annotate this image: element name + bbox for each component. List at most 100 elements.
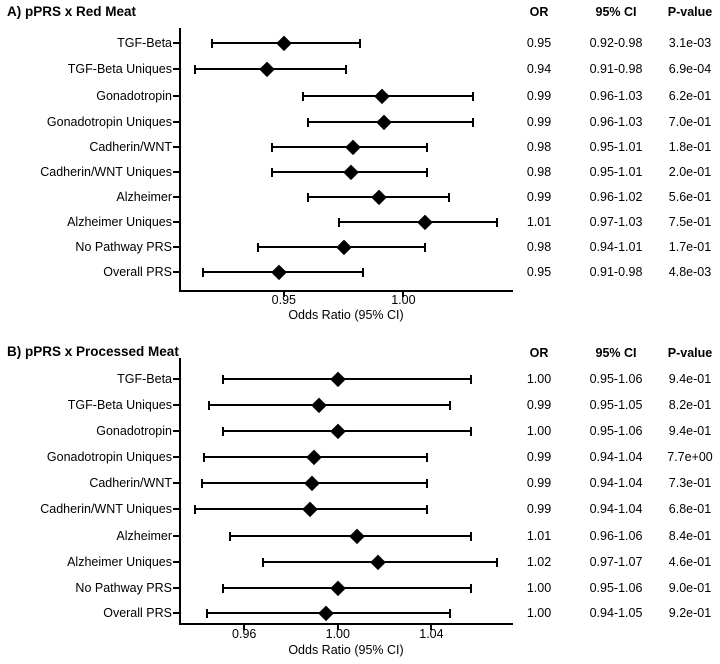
panel-b-col-header-p: P-value: [667, 346, 713, 360]
panel-a-p-value: 6.9e-04: [668, 61, 712, 76]
panel-b-ci-value: 0.96-1.06: [589, 528, 643, 543]
panel-a-p-value: 1.8e-01: [668, 139, 712, 154]
panel-b-ci-cap-low: [261, 557, 264, 567]
panel-b-ci-cap-low: [222, 426, 225, 436]
panel-a-or-marker: [336, 239, 352, 255]
panel-a-row-label: Cadherin/WNT: [89, 139, 172, 154]
panel-b-title: B) pPRS x Processed Meat: [7, 344, 179, 359]
panel-b-or-value: 1.00: [526, 605, 552, 620]
panel-a-ci-cap-high: [471, 117, 474, 127]
panel-a-row-label: Overall PRS: [103, 264, 172, 279]
panel-b-p-value: 9.4e-01: [668, 423, 712, 438]
panel-b-ci-cap-high: [449, 400, 452, 410]
panel-b-ci-whisker: [223, 430, 472, 432]
panel-a-or-marker: [276, 35, 292, 51]
panel-b-or-value: 0.99: [526, 501, 552, 516]
panel-b-p-value: 8.2e-01: [668, 397, 712, 412]
panel-a-x-axis: [179, 290, 513, 292]
panel-a-row-label: No Pathway PRS: [75, 239, 172, 254]
panel-a-x-tick: [282, 292, 285, 297]
panel-b-row-label: Overall PRS: [103, 605, 172, 620]
panel-b-row-tick: [173, 535, 179, 537]
panel-a-ci-value: 0.95-1.01: [589, 139, 643, 154]
panel-b-ci-value: 0.95-1.06: [589, 580, 643, 595]
panel-b-y-axis: [179, 358, 181, 623]
panel-b-ci-value: 0.95-1.06: [589, 371, 643, 386]
panel-a-ci-cap-high: [426, 167, 429, 177]
panel-b-or-marker: [349, 528, 364, 544]
panel-b-or-value: 0.99: [526, 475, 552, 490]
panel-a-or-marker: [345, 139, 361, 155]
panel-a-ci-value: 0.96-1.03: [589, 114, 643, 129]
panel-a-p-value: 3.1e-03: [668, 35, 712, 50]
panel-a-ci-cap-low: [194, 64, 197, 74]
panel-a-ci-cap-low: [201, 267, 204, 277]
panel-a-p-value: 7.5e-01: [668, 214, 712, 229]
panel-b-ci-cap-high: [470, 374, 473, 384]
panel-b-row-label: TGF-Beta: [117, 371, 172, 386]
panel-a-ci-cap-high: [361, 267, 364, 277]
panel-a-ci-value: 0.94-1.01: [589, 239, 643, 254]
panel-b-x-axis: [179, 623, 513, 625]
panel-a-row-label: Gonadotropin Uniques: [46, 114, 172, 129]
panel-a-ci-cap-low: [301, 91, 304, 101]
panel-b-ci-value: 0.95-1.05: [589, 397, 643, 412]
panel-b-x-axis-title: Odds Ratio (95% CI): [288, 643, 404, 657]
panel-a-or-marker: [259, 61, 275, 77]
panel-b-p-value: 9.0e-01: [668, 580, 712, 595]
panel-a-row-tick: [173, 42, 179, 44]
panel-b-or-value: 0.99: [526, 449, 552, 464]
panel-b-or-marker: [330, 371, 346, 387]
panel-a-ci-cap-low: [211, 38, 214, 48]
panel-a-p-value: 4.8e-03: [668, 264, 712, 279]
panel-b-or-value: 1.00: [526, 371, 552, 386]
panel-a-ci-value: 0.96-1.03: [589, 88, 643, 103]
panel-a-row-tick: [173, 246, 179, 248]
panel-b-or-marker: [311, 397, 327, 413]
panel-a-or-marker: [376, 114, 392, 130]
panel-b-row-label: Gonadotropin: [96, 423, 172, 438]
panel-a-row-tick: [173, 121, 179, 123]
panel-b-or-marker: [318, 605, 334, 621]
panel-a-or-value: 0.98: [526, 164, 552, 179]
panel-b-row-label: Cadherin/WNT: [89, 475, 172, 490]
panel-a-row-label: Gonadotropin: [96, 88, 172, 103]
panel-a-or-value: 0.98: [526, 239, 552, 254]
panel-a-p-value: 1.7e-01: [668, 239, 712, 254]
panel-b-or-value: 0.99: [526, 397, 552, 412]
panel-b-row-tick: [173, 456, 179, 458]
panel-b-row-tick: [173, 508, 179, 510]
panel-a-row-label: Cadherin/WNT Uniques: [40, 164, 172, 179]
panel-a-ci-cap-low: [270, 167, 273, 177]
panel-a-ci-value: 0.97-1.03: [589, 214, 643, 229]
panel-a-row-label: TGF-Beta Uniques: [67, 61, 172, 76]
panel-b-x-tick: [243, 625, 246, 630]
panel-b-x-tick-label: 1.00: [325, 627, 350, 641]
panel-b-ci-cap-low: [205, 608, 208, 618]
panel-b-col-header-ci: 95% CI: [595, 346, 637, 360]
panel-b-p-value: 9.4e-01: [668, 371, 712, 386]
panel-a-or-marker: [372, 189, 387, 205]
panel-b-ci-cap-low: [203, 452, 206, 462]
panel-b-ci-cap-high: [495, 557, 498, 567]
panel-a-or-value: 0.99: [526, 88, 552, 103]
panel-b-ci-cap-high: [425, 504, 428, 514]
panel-b-p-value: 7.7e+00: [667, 449, 713, 464]
panel-a-ci-cap-high: [447, 192, 450, 202]
panel-b-p-value: 9.2e-01: [668, 605, 712, 620]
panel-a-col-header-p: P-value: [667, 5, 713, 19]
panel-a-ci-cap-high: [426, 142, 429, 152]
panel-b-ci-cap-high: [449, 608, 452, 618]
panel-a-ci-cap-low: [256, 242, 259, 252]
panel-b-or-marker: [304, 475, 320, 491]
panel-b-ci-value: 0.94-1.04: [589, 501, 643, 516]
panel-a-p-value: 2.0e-01: [668, 164, 712, 179]
panel-b-ci-value: 0.94-1.05: [589, 605, 643, 620]
panel-a-ci-value: 0.92-0.98: [589, 35, 643, 50]
panel-b-ci-cap-high: [470, 583, 473, 593]
panel-b-or-marker: [302, 501, 318, 517]
panel-a-p-value: 7.0e-01: [668, 114, 712, 129]
panel-b-ci-value: 0.94-1.04: [589, 449, 643, 464]
panel-b-ci-cap-low: [201, 478, 204, 488]
